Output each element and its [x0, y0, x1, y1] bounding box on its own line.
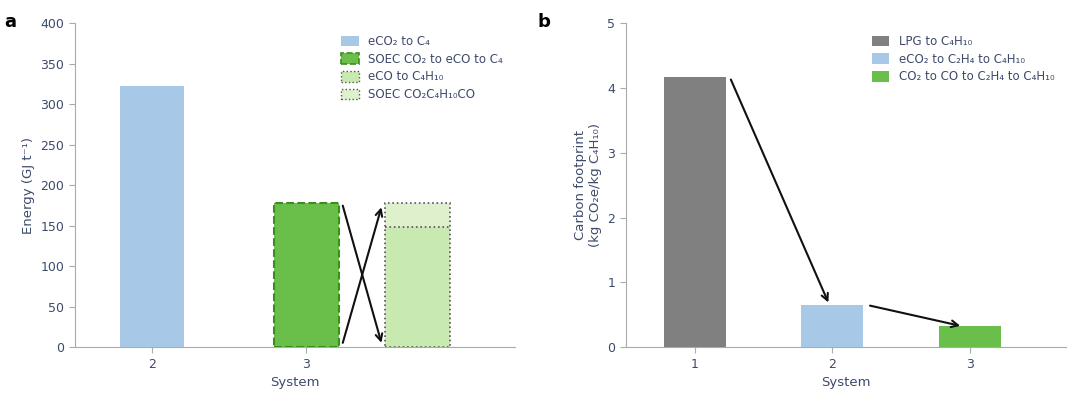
Bar [939, 326, 1001, 347]
Text: a: a [4, 13, 16, 31]
Bar [274, 203, 339, 347]
X-axis label: System: System [821, 376, 870, 389]
Text: b: b [538, 13, 551, 31]
Legend: LPG to C₄H₁₀, eCO₂ to C₂H₄ to C₄H₁₀, CO₂ to CO to C₂H₄ to C₄H₁₀: LPG to C₄H₁₀, eCO₂ to C₂H₄ to C₄H₁₀, CO₂… [866, 29, 1061, 89]
Bar [801, 305, 863, 347]
Y-axis label: Energy (GJ t⁻¹): Energy (GJ t⁻¹) [22, 137, 35, 234]
Bar [274, 203, 339, 347]
Bar [386, 227, 450, 347]
Bar [120, 86, 185, 347]
Y-axis label: Carbon footprint
(kg CO₂e/kg C₄H₁₀): Carbon footprint (kg CO₂e/kg C₄H₁₀) [573, 123, 602, 247]
Bar [386, 203, 450, 347]
X-axis label: System: System [270, 376, 320, 389]
Bar [664, 77, 726, 347]
Legend: eCO₂ to C₄, SOEC CO₂ to eCO to C₄, eCO to C₄H₁₀, SOEC CO₂C₄H₁₀CO: eCO₂ to C₄, SOEC CO₂ to eCO to C₄, eCO t… [336, 29, 509, 107]
Bar [386, 203, 450, 227]
